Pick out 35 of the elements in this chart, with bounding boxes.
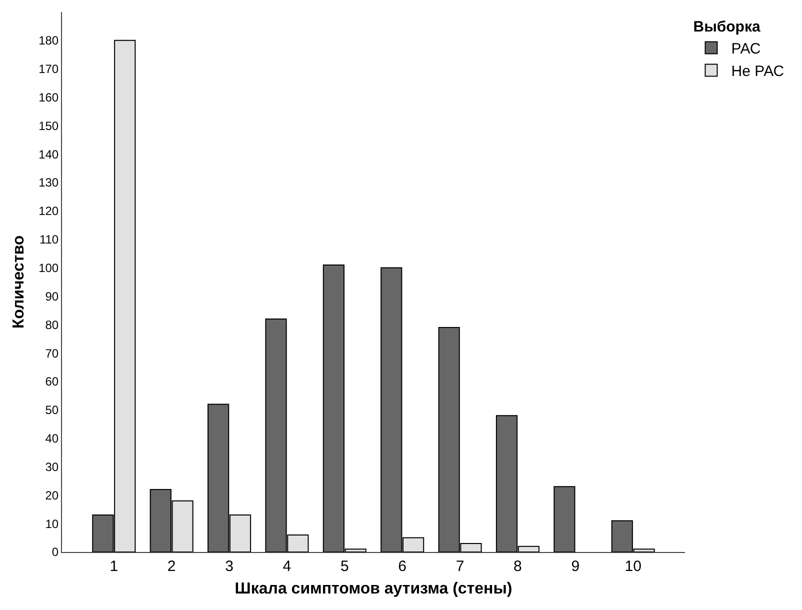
legend-label: Не РАС	[731, 63, 784, 80]
y-tick-label: 180	[38, 34, 59, 48]
y-tick-label: 90	[45, 289, 59, 304]
x-tick-label: 10	[624, 558, 642, 575]
legend-title: Выборка	[693, 18, 761, 36]
x-tick-label: 6	[398, 558, 407, 575]
x-tick-label: 5	[340, 558, 349, 575]
x-tick-label: 3	[225, 558, 234, 575]
y-tick-label: 170	[38, 62, 59, 76]
y-tick-label: 70	[45, 346, 59, 360]
y-tick-label: 140	[38, 147, 59, 162]
y-tick-label: 150	[38, 118, 59, 133]
y-tick-label: 60	[45, 374, 59, 389]
x-tick-label: 2	[167, 558, 176, 575]
y-tick-label: 40	[45, 432, 59, 446]
x-tick-label: 8	[514, 558, 522, 575]
y-tick-label: 50	[45, 403, 59, 418]
x-tick-label: 7	[456, 558, 464, 575]
y-tick-label: 10	[45, 516, 59, 531]
y-tick-label: 110	[39, 232, 59, 247]
y-tick-label: 120	[38, 204, 59, 218]
y-tick-label: 100	[38, 260, 59, 275]
y-tick-label: 130	[38, 176, 59, 190]
y-tick-label: 160	[38, 90, 59, 104]
bar	[554, 486, 576, 552]
y-axis-title: Количество	[10, 235, 28, 329]
x-tick-label: 1	[110, 558, 118, 575]
x-tick-label: 9	[571, 558, 580, 575]
x-tick-label: 4	[282, 558, 292, 575]
x-axis-title: Шкала симптомов аутизма (стены)	[234, 580, 512, 598]
y-tick-label: 30	[45, 460, 59, 474]
y-tick-label: 20	[45, 488, 59, 502]
y-tick-label: 80	[45, 318, 59, 332]
y-tick-label: 0	[52, 545, 59, 560]
legend-label: РАС	[731, 40, 761, 58]
